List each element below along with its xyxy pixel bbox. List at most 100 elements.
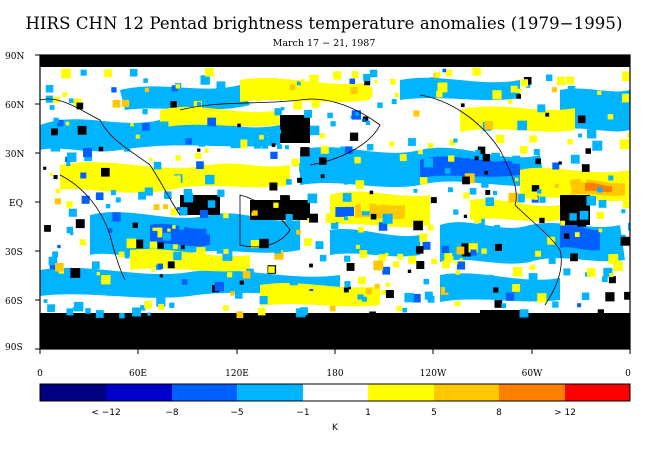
anomaly-cell — [484, 281, 492, 289]
coastline — [514, 204, 562, 306]
anomaly-cell — [619, 139, 630, 150]
coastline — [59, 174, 126, 281]
missing-data-cell — [462, 176, 470, 185]
anomaly-cell — [493, 190, 498, 195]
anomaly-cell — [153, 204, 160, 211]
anomaly-cell — [160, 121, 169, 130]
anomaly-cell — [533, 149, 540, 155]
anomaly-cell — [484, 121, 494, 130]
anomaly-cell — [138, 191, 146, 200]
anomaly-cell — [124, 253, 130, 259]
anomaly-cell — [495, 134, 505, 144]
anomaly-cell — [261, 142, 268, 149]
anomaly-cell — [300, 307, 308, 315]
missing-data-cell — [474, 156, 479, 161]
anomaly-cell — [242, 270, 251, 279]
anomaly-cell — [554, 183, 559, 188]
anomaly-cell — [222, 305, 229, 311]
anomaly-cell — [510, 85, 518, 93]
anomaly-cell — [448, 155, 455, 162]
longitude-ticks — [39, 349, 631, 354]
anomaly-cell — [578, 133, 582, 138]
anomaly-cell — [72, 278, 80, 286]
anomaly-cell — [359, 250, 368, 258]
anomaly-cell — [309, 289, 314, 293]
missing-data-cell — [170, 101, 177, 108]
anomaly-cell — [373, 260, 384, 271]
anomaly-cell — [382, 266, 391, 275]
anomaly-cell — [512, 155, 521, 164]
anomaly-cell — [360, 202, 370, 212]
anomaly-cell — [104, 69, 112, 78]
anomaly-cell — [95, 310, 104, 318]
anomaly-cell — [613, 261, 623, 271]
anomaly-cell — [297, 81, 301, 86]
missing-data-cell — [343, 287, 349, 293]
anomaly-cell — [200, 210, 208, 218]
anomaly-cell — [105, 203, 111, 209]
anomaly-cell — [144, 187, 153, 196]
anomaly-cell — [369, 69, 378, 78]
anomaly-cell — [349, 78, 355, 84]
missing-data-cell — [237, 123, 241, 128]
anomaly-cell — [289, 84, 296, 91]
anomaly-cell — [481, 180, 489, 188]
anomaly-cell — [620, 93, 629, 103]
anomaly-cell — [329, 305, 336, 312]
anomaly-cell — [130, 123, 134, 127]
missing-data-cell — [43, 166, 47, 170]
anomaly-cell — [67, 152, 77, 162]
missing-data-cell — [430, 197, 437, 204]
anomaly-cell — [200, 164, 208, 172]
anomaly-cell — [333, 243, 338, 248]
anomaly-cell — [205, 67, 214, 77]
anomaly-cell — [391, 99, 397, 104]
anomaly-cell — [73, 301, 84, 312]
missing-data-cell — [597, 309, 604, 316]
anomaly-cell — [501, 303, 507, 308]
anomaly-cell — [277, 144, 282, 149]
anomaly-cell — [355, 180, 365, 189]
anomaly-cell — [173, 251, 182, 261]
anomaly-cell — [43, 299, 48, 303]
missing-data-cell — [309, 263, 313, 268]
anomaly-cell — [119, 313, 125, 319]
anomaly-cell — [450, 229, 459, 238]
anomaly-cell — [358, 226, 364, 233]
anomaly-cell — [548, 206, 556, 214]
anomaly-cell — [254, 130, 262, 139]
anomaly-cell — [539, 196, 546, 203]
anomaly-cell — [327, 112, 333, 119]
anomaly-cell — [547, 236, 555, 245]
colorbar-label: > 12 — [554, 408, 576, 418]
anomaly-cell — [470, 249, 477, 256]
anomaly-cell — [394, 92, 399, 97]
anomaly-cell — [609, 273, 614, 278]
anomaly-cell — [235, 291, 243, 299]
anomaly-cell — [319, 133, 325, 139]
figure-title: HIRS CHN 12 Pentad brightness temperatur… — [25, 14, 623, 33]
anomaly-cell — [367, 144, 374, 151]
figure-subtitle: March 17 − 21, 1987 — [272, 38, 376, 49]
anomaly-cell — [437, 82, 448, 93]
latitude-ticks — [35, 54, 40, 350]
anomaly-cell — [506, 292, 515, 301]
anomaly-cell — [579, 210, 589, 220]
anomaly-cell — [608, 175, 614, 181]
anomaly-cell — [182, 279, 188, 285]
missing-data-cell — [259, 238, 269, 249]
anomaly-cell — [441, 245, 450, 254]
anomaly-cell — [77, 133, 84, 139]
anomaly-cell — [253, 141, 262, 149]
missing-data-cell — [581, 164, 590, 172]
missing-data-cell — [563, 233, 570, 239]
anomaly-cell — [196, 161, 204, 169]
missing-data-cell — [413, 220, 423, 231]
anomaly-cell — [148, 157, 153, 162]
anomaly-cell — [343, 176, 347, 180]
anomaly-cell — [424, 291, 433, 300]
anomaly-cell — [95, 192, 104, 200]
anomaly-cell — [257, 307, 266, 316]
anomaly-cell — [270, 151, 278, 159]
missing-data-cell — [180, 245, 185, 250]
